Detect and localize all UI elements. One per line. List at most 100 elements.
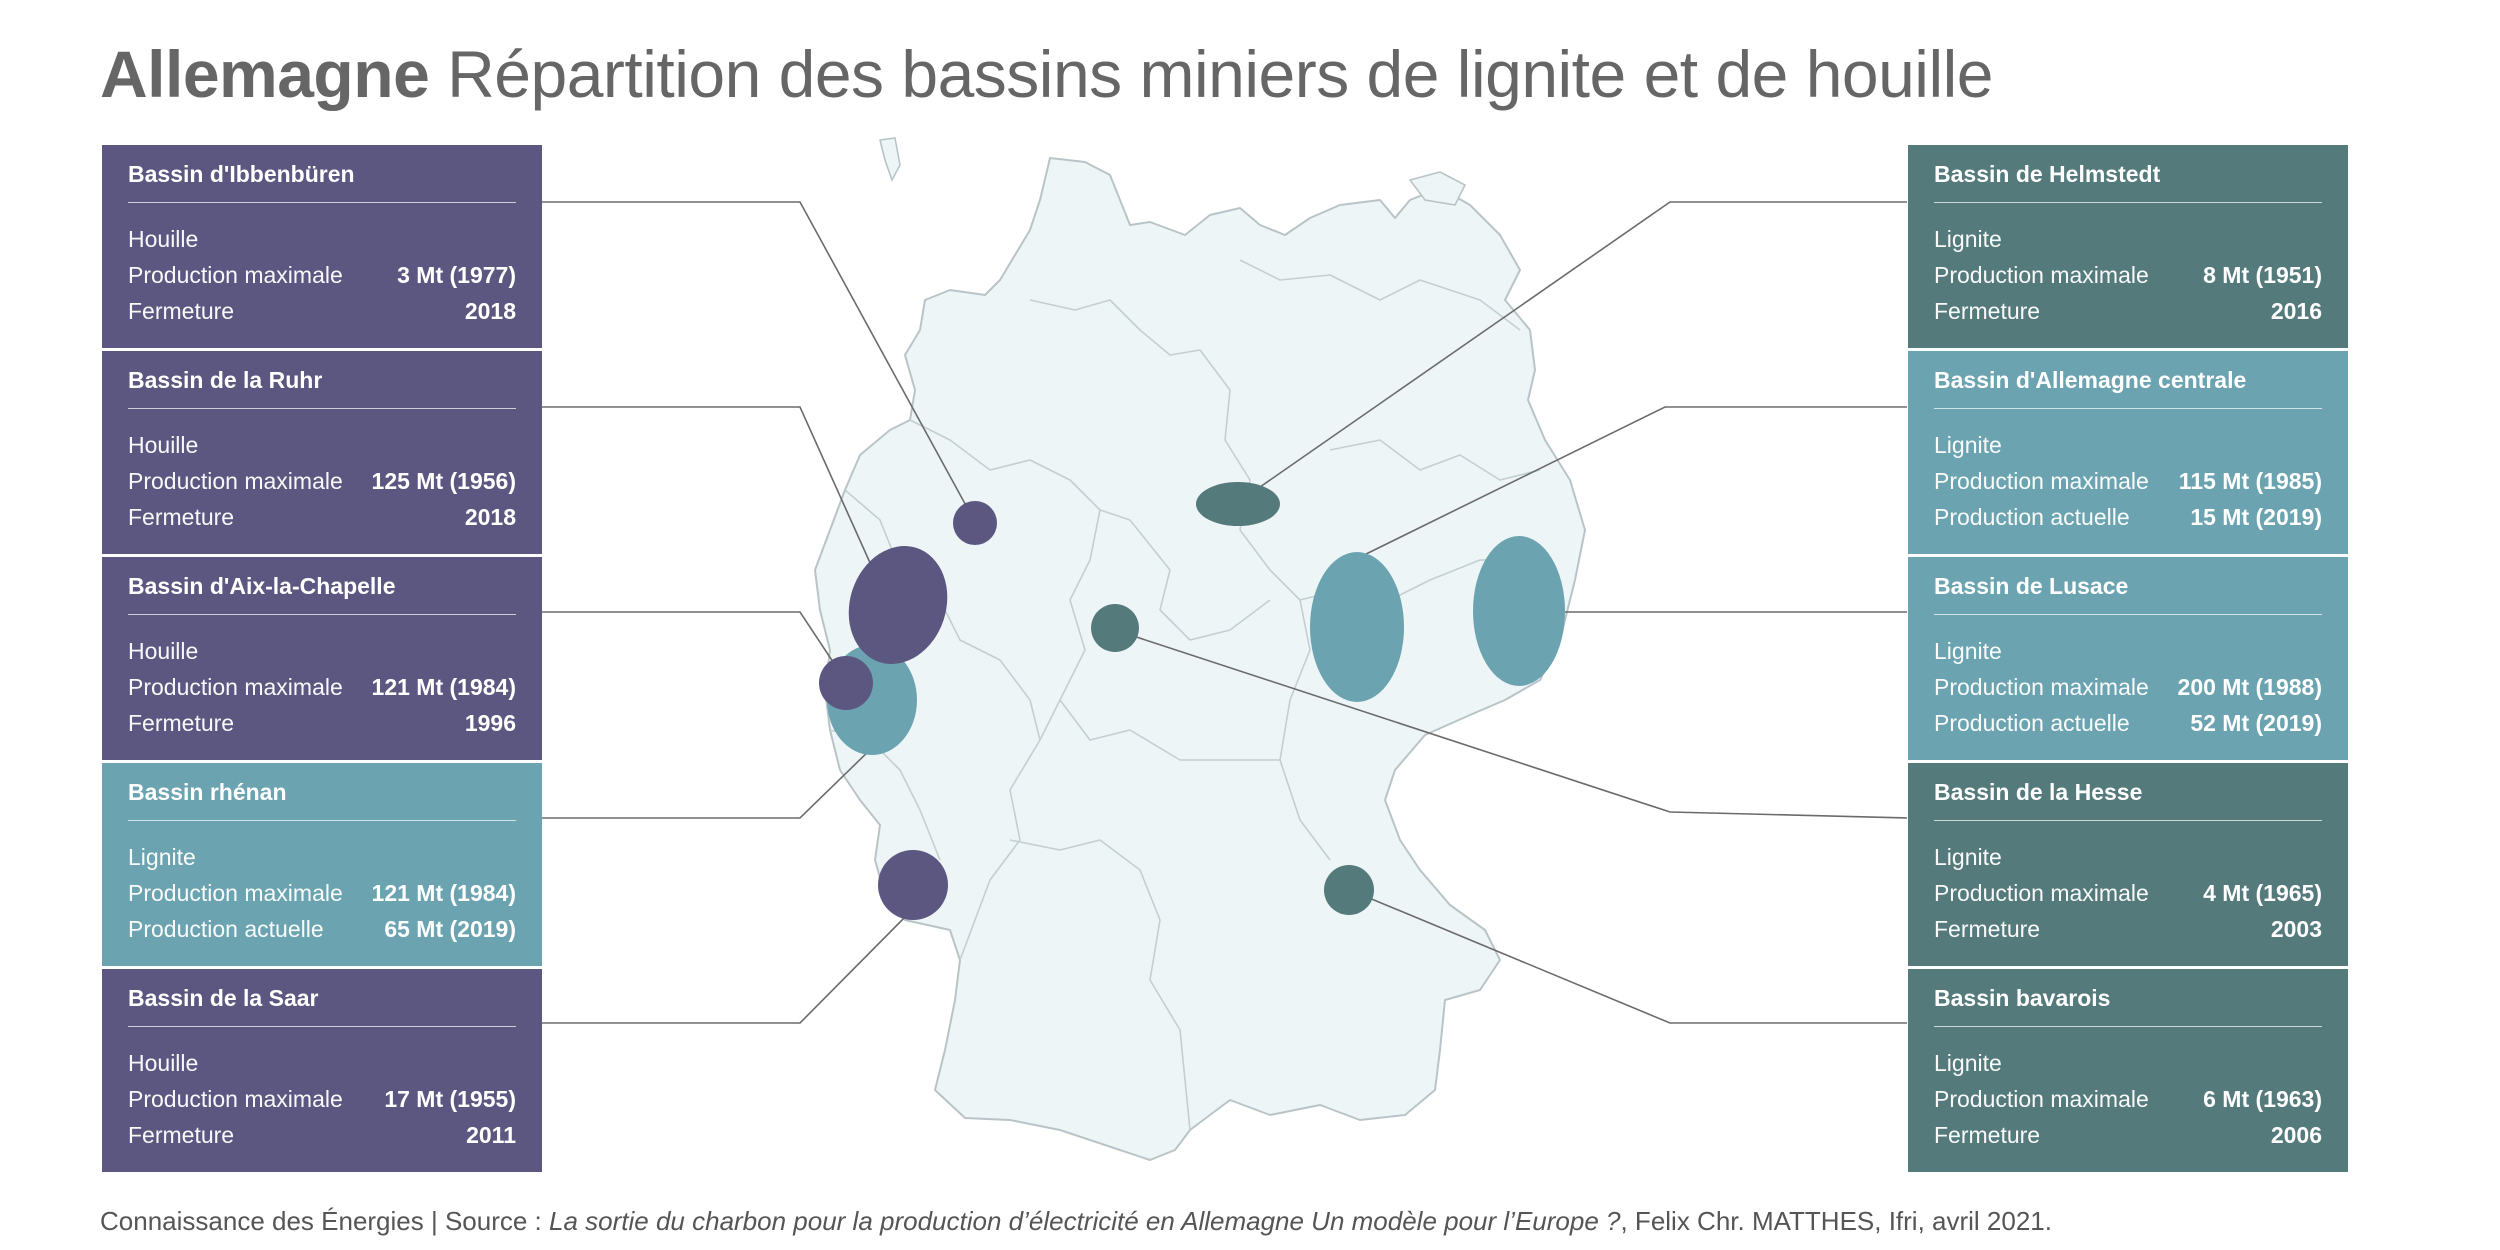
basin-card-row: Fermeture 1996: [128, 705, 516, 741]
basin-card-row: Production actuelle 65 Mt (2019): [128, 911, 516, 947]
page-title: Allemagne Répartition des bassins minier…: [100, 36, 1994, 112]
basin-card-type: Lignite: [128, 844, 196, 870]
leader-line-hesse: [1114, 629, 1908, 819]
basin-card-row: Production maximale 3 Mt (1977): [128, 257, 516, 293]
title-country: Allemagne: [100, 37, 430, 111]
basin-card-value: 2011: [466, 1122, 516, 1148]
leader-line-helmstedt: [1236, 201, 1907, 504]
basin-card-label: Fermeture: [128, 298, 235, 324]
basin-card-label: Production maximale: [128, 674, 343, 700]
basin-card-hesse: Bassin de la Hesse Lignite Production ma…: [1908, 763, 2348, 966]
basin-card-value: 15 Mt (2019): [2190, 504, 2322, 530]
basin-card-label: Production actuelle: [1934, 504, 2130, 530]
basin-card-label: Production maximale: [1934, 468, 2149, 494]
basin-card-label: Production maximale: [128, 262, 343, 288]
basin-card-type: Houille: [128, 638, 199, 664]
basin-card-row: Production actuelle 15 Mt (2019): [1934, 499, 2322, 535]
basin-card-row: Production maximale 6 Mt (1963): [1934, 1081, 2322, 1117]
basin-card-row: Fermeture 2018: [128, 499, 516, 535]
basin-card-row: Production maximale 121 Mt (1984): [128, 875, 516, 911]
basin-card-value: 2018: [464, 504, 516, 530]
basin-card-title: Bassin de la Hesse: [1934, 777, 2322, 821]
state-borders: [829, 259, 1541, 1131]
basin-card-row: Production maximale 4 Mt (1965): [1934, 875, 2322, 911]
basin-card-type: Lignite: [1934, 432, 2002, 458]
leader-line-bavarois: [1349, 889, 1907, 1024]
basin-card-helmstedt: Bassin de Helmstedt Lignite Production m…: [1908, 145, 2348, 348]
basin-card-value: 2003: [2270, 916, 2322, 942]
basin-card-value: 2006: [2270, 1122, 2322, 1148]
basin-card-title: Bassin bavarois: [1934, 983, 2322, 1027]
basin-card-label: Fermeture: [1934, 298, 2041, 324]
basin-card-type: Houille: [128, 226, 199, 252]
basin-card-row: Production maximale 200 Mt (1988): [1934, 669, 2322, 705]
basin-marker-lusace: [1473, 536, 1565, 686]
basin-marker-ruhr: [848, 546, 948, 664]
basin-card-value: 4 Mt (1965): [2203, 880, 2322, 906]
leader-lines: [540, 201, 1908, 1024]
basin-card-value: 8 Mt (1951): [2203, 262, 2322, 288]
basin-card-ruhr: Bassin de la Ruhr Houille Production max…: [102, 351, 542, 554]
basin-card-row: Production actuelle 52 Mt (2019): [1934, 705, 2322, 741]
basin-card-row: Fermeture 2018: [128, 293, 516, 329]
basin-card-value: 52 Mt (2019): [2190, 710, 2322, 736]
basin-card-label: Fermeture: [128, 710, 235, 736]
basin-card-rhenan: Bassin rhénan Lignite Production maximal…: [102, 763, 542, 966]
basin-card-type: Lignite: [1934, 226, 2002, 252]
basin-card-lusace: Bassin de Lusace Lignite Production maxi…: [1908, 557, 2348, 760]
leader-line-rhenan: [540, 744, 876, 819]
leader-line-aix: [540, 611, 846, 681]
basin-card-row: Fermeture 2003: [1934, 911, 2322, 947]
basin-card-label: Production actuelle: [128, 916, 324, 942]
basin-card-value: 125 Mt (1956): [371, 468, 516, 494]
leader-line-ibbenburen: [540, 201, 976, 523]
basin-card-title: Bassin de la Saar: [128, 983, 516, 1027]
basin-card-row: Fermeture 2011: [128, 1117, 516, 1153]
basin-card-row: Production maximale 121 Mt (1984): [128, 669, 516, 705]
basin-card-row: Production maximale 8 Mt (1951): [1934, 257, 2322, 293]
basin-card-value: 6 Mt (1963): [2203, 1086, 2322, 1112]
basin-card-label: Production maximale: [128, 1086, 343, 1112]
basin-card-value: 2016: [2270, 298, 2322, 324]
basin-card-aix: Bassin d'Aix-la-Chapelle Houille Product…: [102, 557, 542, 760]
basin-card-value: 115 Mt (1985): [2178, 468, 2322, 494]
basin-card-value: 121 Mt (1984): [371, 674, 516, 700]
basin-card-saar: Bassin de la Saar Houille Production max…: [102, 969, 542, 1172]
title-subject: Répartition des bassins miniers de ligni…: [447, 37, 1994, 111]
basin-card-title: Bassin rhénan: [128, 777, 516, 821]
leader-line-saar: [540, 911, 911, 1024]
basin-card-row: Fermeture 2016: [1934, 293, 2322, 329]
basin-marker-saar: [878, 850, 948, 920]
basin-card-label: Fermeture: [1934, 1122, 2041, 1148]
basin-card-label: Fermeture: [128, 504, 235, 530]
basin-card-centrale: Bassin d'Allemagne centrale Lignite Prod…: [1908, 351, 2348, 554]
basin-card-type: Lignite: [1934, 844, 2002, 870]
footer-suffix: , Felix Chr. MATTHES, Ifri, avril 2021.: [1620, 1206, 2052, 1236]
basin-card-label: Production maximale: [128, 468, 343, 494]
basin-card-label: Fermeture: [128, 1122, 235, 1148]
basin-card-label: Fermeture: [1934, 916, 2041, 942]
basin-card-label: Production maximale: [1934, 1086, 2149, 1112]
basin-card-type: Lignite: [1934, 1050, 2002, 1076]
basin-card-label: Production maximale: [128, 880, 343, 906]
source-footer: Connaissance des Énergies | Source : La …: [100, 1206, 2052, 1237]
basin-card-label: Production maximale: [1934, 262, 2149, 288]
basin-card-title: Bassin d'Aix-la-Chapelle: [128, 571, 516, 615]
basin-card-value: 65 Mt (2019): [384, 916, 516, 942]
basin-card-type: Houille: [128, 432, 199, 458]
basin-card-label: Production maximale: [1934, 880, 2149, 906]
footer-prefix: Connaissance des Énergies | Source :: [100, 1206, 550, 1236]
basin-card-value: 121 Mt (1984): [371, 880, 516, 906]
footer-source-title: La sortie du charbon pour la production …: [549, 1206, 1621, 1236]
basin-marker-aix: [819, 656, 873, 710]
basin-card-value: 3 Mt (1977): [397, 262, 516, 288]
basin-card-type: Houille: [128, 1050, 199, 1076]
basin-card-value: 200 Mt (1988): [2177, 674, 2322, 700]
germany-outline: [814, 137, 1586, 1161]
basin-card-row: Fermeture 2006: [1934, 1117, 2322, 1153]
basin-card-row: Production maximale 125 Mt (1956): [128, 463, 516, 499]
leader-line-ruhr: [540, 406, 881, 586]
basin-card-value: 1996: [464, 710, 516, 736]
basin-card-title: Bassin de Helmstedt: [1934, 159, 2322, 203]
basin-card-row: Production maximale 115 Mt (1985): [1934, 463, 2322, 499]
